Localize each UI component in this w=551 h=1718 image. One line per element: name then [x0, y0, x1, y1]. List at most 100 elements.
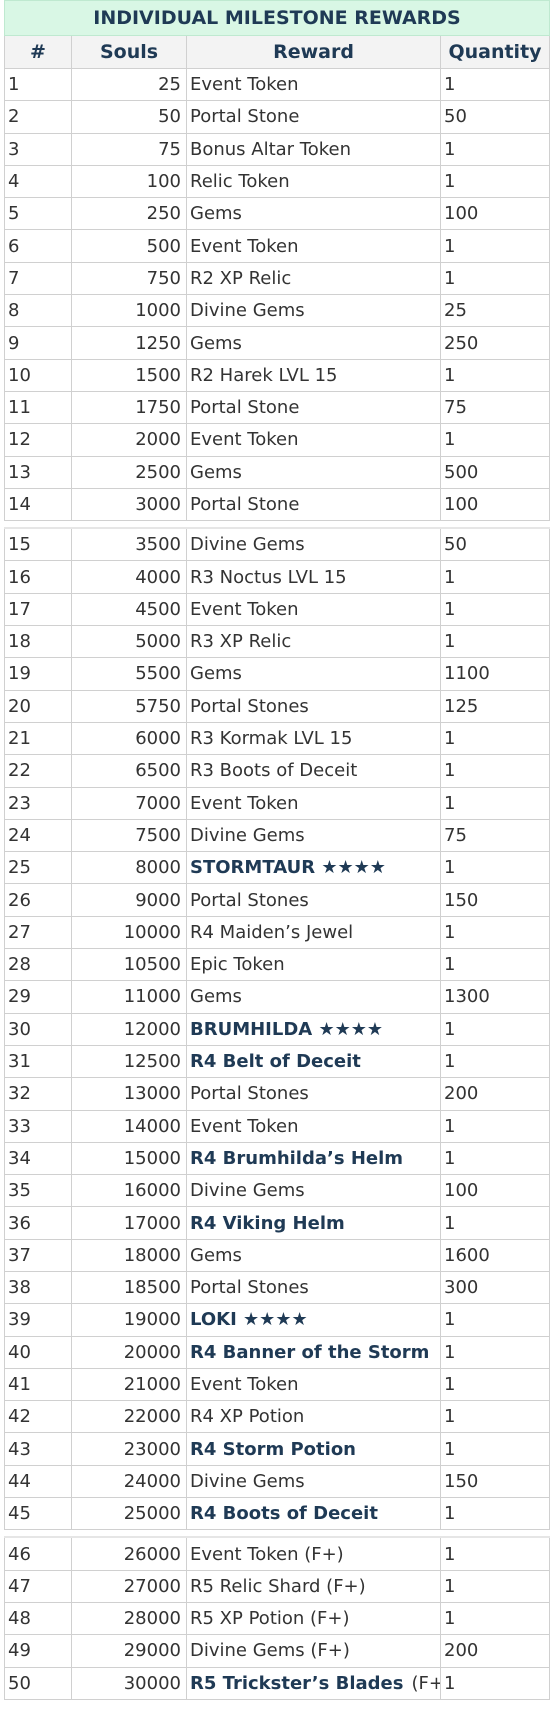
reward-cell: Divine Gems	[186, 1464, 441, 1499]
quantity-value: 1	[440, 1400, 550, 1434]
souls-value: 21000	[71, 1367, 187, 1402]
reward-name: Event Token	[190, 792, 299, 814]
table-row: 14 3000 Portal Stone 100	[4, 487, 550, 522]
reward-name: R4 Viking Helm	[190, 1212, 345, 1234]
quantity-value: 100	[440, 487, 550, 522]
quantity-value: 1	[440, 625, 550, 659]
souls-value: 75	[71, 132, 187, 166]
reward-name: R4 Banner of the Storm	[190, 1341, 430, 1363]
reward-cell: Event Token	[186, 229, 441, 263]
milestone-number: 49	[4, 1634, 72, 1668]
reward-cell: R5 XP Potion (F+)	[186, 1601, 441, 1636]
quantity-value: 1	[440, 948, 550, 982]
reward-cell: R5 Trickster’s Blades (F+)	[186, 1666, 441, 1700]
milestone-number: 10	[4, 358, 72, 392]
quantity-value: 1300	[440, 980, 550, 1014]
milestone-rewards-table: INDIVIDUAL MILESTONE REWARDS # Souls Rew…	[4, 0, 550, 1700]
reward-name: Event Token	[190, 74, 299, 96]
milestone-number: 6	[4, 229, 72, 263]
quantity-value: 1	[440, 721, 550, 756]
table-title: INDIVIDUAL MILESTONE REWARDS	[4, 0, 550, 36]
reward-cell: R2 Harek LVL 15	[186, 358, 441, 392]
souls-value: 23000	[71, 1432, 187, 1466]
milestone-number: 48	[4, 1601, 72, 1636]
reward-name: STORMTAUR ★★★★	[190, 857, 386, 879]
milestone-number: 35	[4, 1174, 72, 1208]
reward-cell: Epic Token	[186, 948, 441, 982]
reward-cell: Portal Stone	[186, 390, 441, 425]
reward-name: Portal Stone	[190, 494, 300, 515]
table-row: 45 25000 R4 Boots of Deceit 1	[4, 1497, 550, 1531]
reward-name: Divine Gems	[190, 300, 305, 322]
section-divider	[4, 1529, 550, 1539]
reward-name: R4 Brumhilda’s Helm	[190, 1147, 404, 1169]
souls-value: 750	[71, 261, 187, 296]
milestone-number: 22	[4, 754, 72, 788]
reward-cell: Portal Stone	[186, 487, 441, 522]
reward-name: R5 Relic Shard (F+)	[190, 1575, 366, 1597]
souls-value: 50	[71, 100, 187, 134]
souls-value: 500	[71, 229, 187, 263]
reward-name: Event Token (F+)	[190, 1543, 344, 1565]
reward-cell: Portal Stones	[186, 1270, 441, 1305]
souls-value: 20000	[71, 1335, 187, 1369]
milestone-number: 26	[4, 883, 72, 917]
table-row: 7 750 R2 XP Relic 1	[4, 261, 550, 296]
reward-cell: Gems	[186, 197, 441, 231]
table-row: 40 20000 R4 Banner of the Storm 1	[4, 1335, 550, 1369]
souls-value: 1500	[71, 358, 187, 392]
souls-value: 6000	[71, 721, 187, 756]
milestone-number: 37	[4, 1238, 72, 1272]
souls-value: 13000	[71, 1077, 187, 1111]
table-row: 30 12000 BRUMHILDA ★★★★ 1	[4, 1012, 550, 1046]
milestone-number: 45	[4, 1497, 72, 1531]
milestone-number: 33	[4, 1109, 72, 1143]
souls-value: 12500	[71, 1044, 187, 1079]
reward-cell: R3 Boots of Deceit	[186, 754, 441, 788]
quantity-value: 1	[440, 754, 550, 788]
quantity-value: 50	[440, 100, 550, 134]
quantity-value: 1	[440, 1601, 550, 1636]
reward-name: Epic Token	[190, 954, 285, 976]
reward-cell: Event Token	[186, 786, 441, 820]
milestone-number: 25	[4, 851, 72, 885]
reward-name: Portal Stone	[190, 106, 300, 128]
milestone-number: 41	[4, 1367, 72, 1402]
reward-name: LOKI ★★★★	[190, 1309, 308, 1331]
quantity-value: 200	[440, 1077, 550, 1111]
table-row: 31 12500 R4 Belt of Deceit 1	[4, 1044, 550, 1079]
header-reward: Reward	[186, 35, 441, 69]
reward-cell: R3 XP Relic	[186, 625, 441, 659]
reward-name: Gems	[190, 663, 242, 685]
reward-cell: Bonus Altar Token	[186, 132, 441, 166]
reward-cell: Event Token	[186, 1109, 441, 1143]
table-row: 15 3500 Divine Gems 50	[4, 527, 550, 562]
souls-value: 18000	[71, 1238, 187, 1272]
milestone-number: 40	[4, 1335, 72, 1369]
table-row: 29 11000 Gems 1300	[4, 980, 550, 1014]
reward-name: R4 XP Potion	[190, 1406, 305, 1428]
souls-value: 4000	[71, 560, 187, 594]
reward-name: R3 Noctus LVL 15	[190, 566, 347, 588]
milestone-number: 50	[4, 1666, 72, 1700]
table-title-row: INDIVIDUAL MILESTONE REWARDS	[4, 0, 550, 36]
reward-name: Event Token	[190, 429, 299, 451]
quantity-value: 1	[440, 1044, 550, 1079]
reward-cell: Divine Gems (F+)	[186, 1634, 441, 1668]
table-row: 42 22000 R4 XP Potion 1	[4, 1400, 550, 1434]
reward-name: Divine Gems (F+)	[190, 1640, 350, 1662]
milestone-number: 38	[4, 1270, 72, 1305]
reward-name: Divine Gems	[190, 1180, 305, 1202]
milestone-number: 4	[4, 164, 72, 199]
souls-value: 8000	[71, 851, 187, 885]
reward-cell: Portal Stones	[186, 689, 441, 723]
table-row: 39 19000 LOKI ★★★★ 1	[4, 1303, 550, 1337]
reward-cell: Event Token	[186, 1367, 441, 1402]
milestone-number: 46	[4, 1536, 72, 1571]
table-row: 49 29000 Divine Gems (F+) 200	[4, 1634, 550, 1668]
reward-cell: Divine Gems	[186, 1174, 441, 1208]
reward-cell: Divine Gems	[186, 818, 441, 853]
souls-value: 30000	[71, 1666, 187, 1700]
reward-cell: Gems	[186, 326, 441, 360]
milestone-number: 16	[4, 560, 72, 594]
